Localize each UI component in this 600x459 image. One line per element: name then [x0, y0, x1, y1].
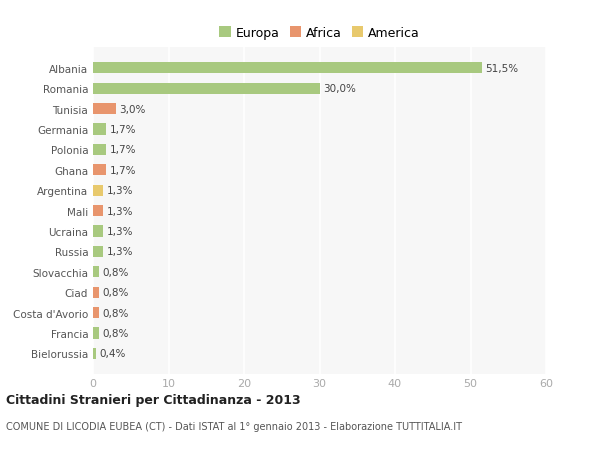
Bar	[93, 165, 106, 176]
Bar	[93, 267, 99, 278]
Text: 0,8%: 0,8%	[103, 308, 129, 318]
Text: 1,3%: 1,3%	[107, 247, 133, 257]
Bar	[93, 308, 99, 319]
Bar	[93, 124, 106, 135]
Text: 1,3%: 1,3%	[107, 186, 133, 196]
Text: 3,0%: 3,0%	[119, 104, 146, 114]
Text: 0,8%: 0,8%	[103, 267, 129, 277]
Text: 1,7%: 1,7%	[110, 165, 136, 175]
Bar	[93, 287, 99, 298]
Bar	[93, 348, 96, 359]
Text: 1,3%: 1,3%	[107, 206, 133, 216]
Text: Cittadini Stranieri per Cittadinanza - 2013: Cittadini Stranieri per Cittadinanza - 2…	[6, 393, 301, 406]
Text: 0,8%: 0,8%	[103, 328, 129, 338]
Bar	[93, 104, 116, 115]
Text: 30,0%: 30,0%	[323, 84, 356, 94]
Text: 0,8%: 0,8%	[103, 288, 129, 297]
Text: 1,3%: 1,3%	[107, 226, 133, 236]
Text: 1,7%: 1,7%	[110, 145, 136, 155]
Bar	[93, 246, 103, 257]
Bar	[93, 328, 99, 339]
Text: 1,7%: 1,7%	[110, 125, 136, 134]
Text: 0,4%: 0,4%	[100, 349, 126, 358]
Text: COMUNE DI LICODIA EUBEA (CT) - Dati ISTAT al 1° gennaio 2013 - Elaborazione TUTT: COMUNE DI LICODIA EUBEA (CT) - Dati ISTA…	[6, 421, 462, 431]
Bar	[93, 84, 320, 95]
Legend: Europa, Africa, America: Europa, Africa, America	[214, 22, 425, 45]
Bar	[93, 226, 103, 237]
Bar	[93, 185, 103, 196]
Text: 51,5%: 51,5%	[485, 64, 519, 73]
Bar	[93, 206, 103, 217]
Bar	[93, 63, 482, 74]
Bar	[93, 145, 106, 156]
